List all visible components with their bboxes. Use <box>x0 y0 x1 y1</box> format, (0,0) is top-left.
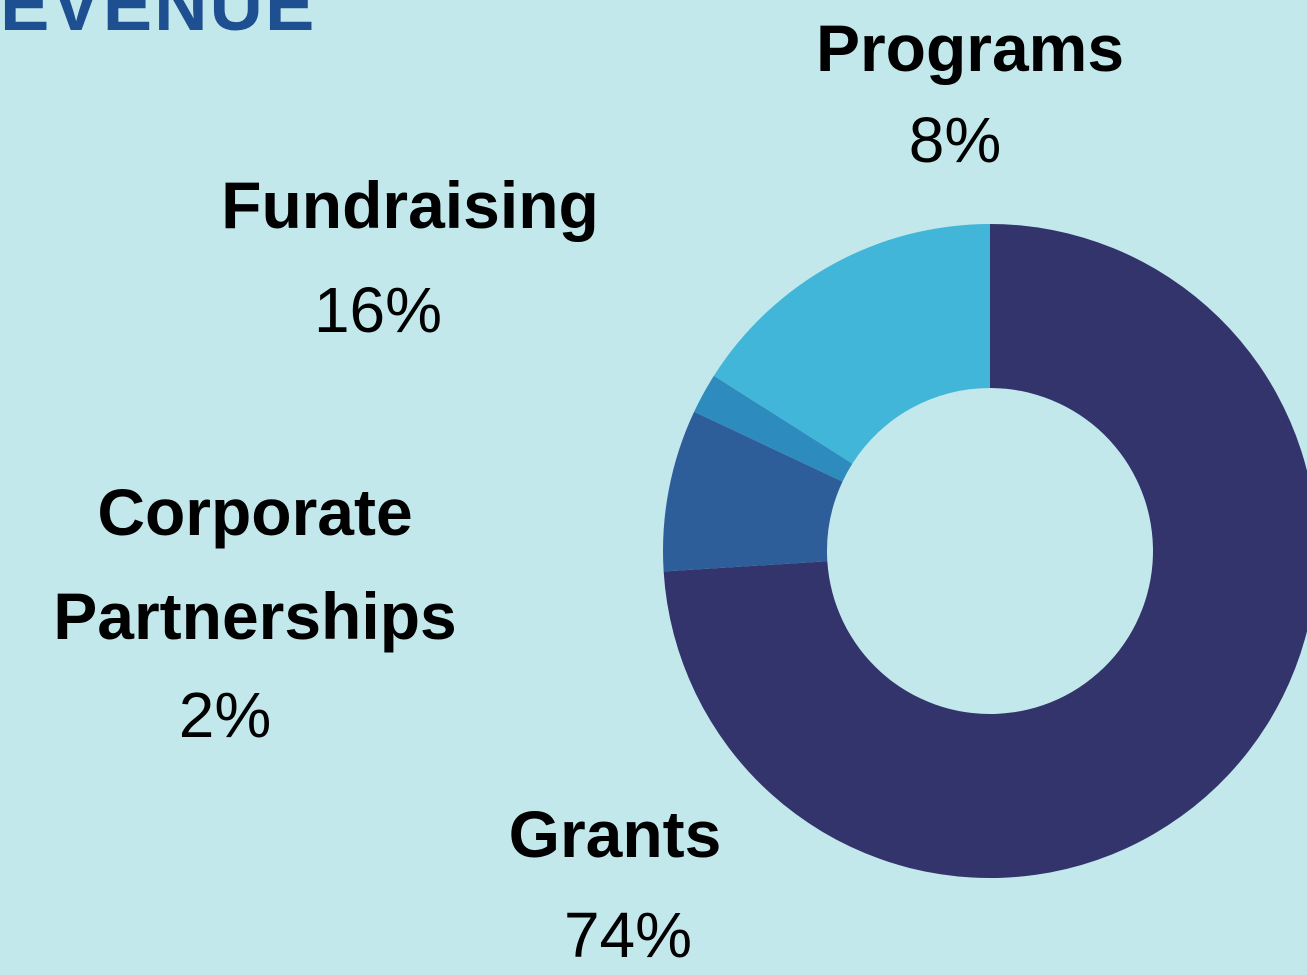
value-label: 2% <box>178 679 272 751</box>
category-label: Grants <box>508 797 722 871</box>
category-label: Programs <box>815 11 1125 85</box>
value-label: 8% <box>908 104 1002 176</box>
donut-slice <box>713 224 990 464</box>
category-label: Corporate Partnerships <box>53 475 457 653</box>
donut-slice <box>694 375 853 482</box>
donut-slice <box>663 224 1307 878</box>
donut-slice <box>663 411 843 572</box>
category-label: Fundraising <box>221 168 599 242</box>
value-label: 74% <box>563 899 693 971</box>
value-label: 16% <box>313 274 443 346</box>
chart-title: EVENUE <box>0 0 317 46</box>
